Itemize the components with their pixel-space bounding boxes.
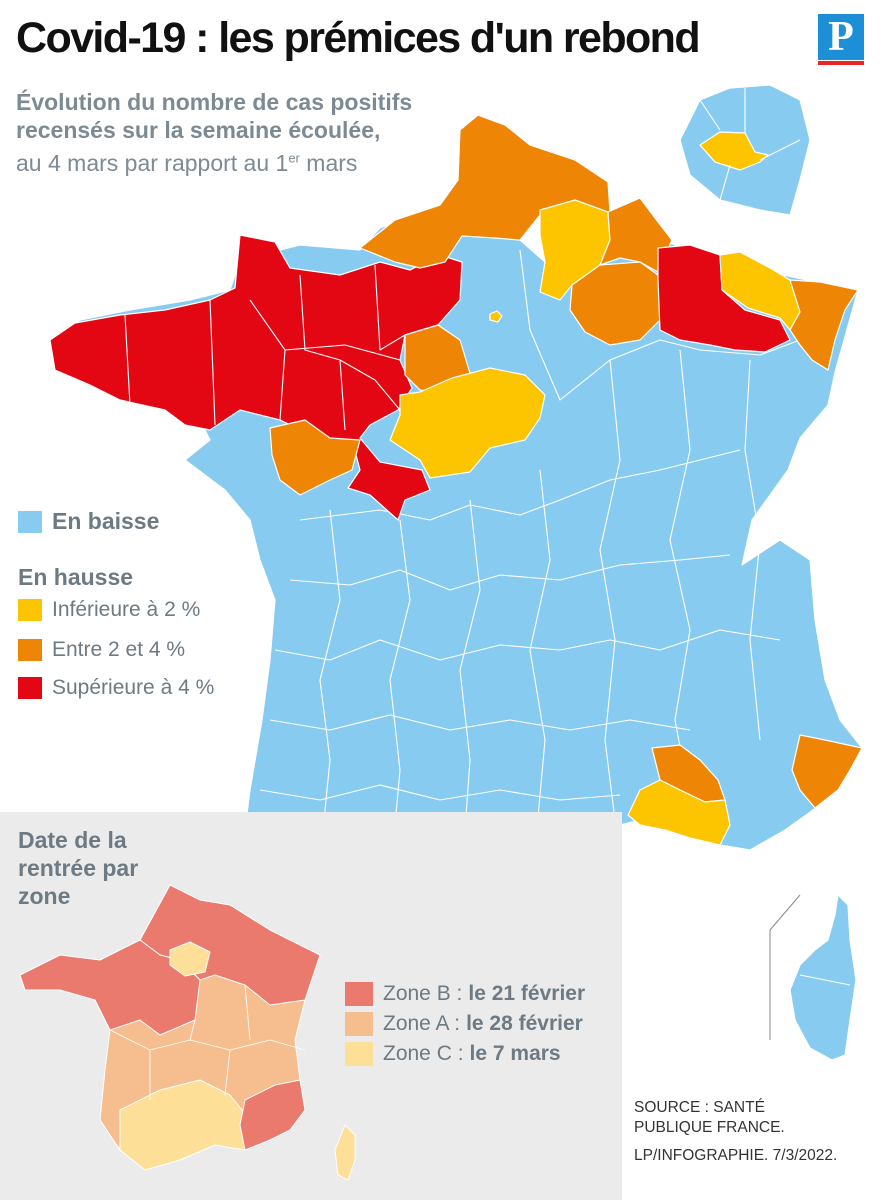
corsica-pointer-line (769, 894, 801, 931)
department-borders (259, 249, 801, 901)
legend-en-baisse-label: En baisse (52, 508, 160, 534)
region-yellow-centre (389, 367, 546, 479)
zone-c-date: le 7 mars (469, 1042, 561, 1065)
dept-orange-maine (269, 419, 361, 496)
subtitle-line-2: recensés sur la semaine écoulée, (16, 117, 381, 143)
legend-item-orange: Entre 2 et 4 % (18, 638, 185, 662)
dept-yellow-bouches (627, 779, 731, 846)
subtitle: Évolution du nombre de cas positifs rece… (16, 88, 412, 177)
zone-b-legend: Zone B : le 21 février (345, 982, 585, 1006)
logo-underline (818, 61, 864, 65)
legend-label-orange: Entre 2 et 4 % (52, 638, 186, 661)
zone-a-legend: Zone A : le 28 février (345, 1012, 583, 1036)
zone-a-date: le 28 février (466, 1012, 583, 1035)
corsica-border (799, 974, 851, 986)
page-title: Covid-19 : les prémices d'un rebond (16, 14, 701, 62)
region-red-west (49, 234, 463, 521)
zone-c-swatch (345, 1042, 373, 1066)
source-note: SOURCE : SANTÉ PUBLIQUE FRANCE. (634, 1098, 785, 1138)
legend-item-red: Supérieure à 4 % (18, 676, 214, 700)
subtitle-line-3: au 4 mars par rapport au 1er mars (16, 150, 357, 176)
zone-b-name: Zone B : (383, 982, 463, 1005)
zone-c-legend: Zone C : le 7 mars (345, 1042, 561, 1066)
legend-swatch-red (18, 677, 42, 699)
zone-b-swatch (345, 982, 373, 1006)
source-line-2: PUBLIQUE FRANCE. (634, 1119, 785, 1136)
legend-swatch-yellow (18, 599, 42, 621)
subtitle-line-3-end: mars (299, 149, 358, 176)
zone-c-name: Zone C : (383, 1042, 464, 1065)
legend-label-red: Supérieure à 4 % (52, 676, 215, 699)
legend-item-yellow: Inférieure à 2 % (18, 598, 200, 622)
dept-orange-alpes-maritimes (791, 734, 863, 809)
ile-de-france-paris-yellow (699, 131, 769, 171)
legend-label-yellow: Inférieure à 2 % (52, 598, 201, 621)
dept-orange-marne (569, 261, 661, 346)
zone-a-name: Zone A : (383, 1012, 461, 1035)
corsica (789, 894, 857, 1061)
inset-title: Date de la rentrée par zone (18, 827, 139, 909)
legend-en-baisse: En baisse (18, 508, 159, 535)
zone-a-swatch (345, 1012, 373, 1036)
dept-yellow-paris (489, 310, 503, 323)
subtitle-line-1: Évolution du nombre de cas positifs (16, 89, 413, 115)
le-parisien-logo: P (818, 14, 864, 60)
dept-orange-alsace (789, 279, 859, 371)
red-region-borders (124, 264, 406, 431)
subtitle-line-3-sup: er (288, 150, 300, 165)
dept-orange-ardennes (599, 197, 673, 273)
legend-swatch-blue (18, 510, 42, 533)
legend-swatch-orange (18, 639, 42, 661)
ile-de-france-borders (699, 88, 801, 201)
credit-line: LP/INFOGRAPHIE. 7/3/2022. (634, 1147, 838, 1164)
legend-en-hausse-heading: En hausse (18, 564, 134, 590)
zone-b-date: le 21 février (468, 982, 586, 1005)
subtitle-line-3-text: au 4 mars par rapport au 1 (16, 149, 289, 176)
source-line-1: SOURCE : SANTÉ (634, 1099, 765, 1116)
